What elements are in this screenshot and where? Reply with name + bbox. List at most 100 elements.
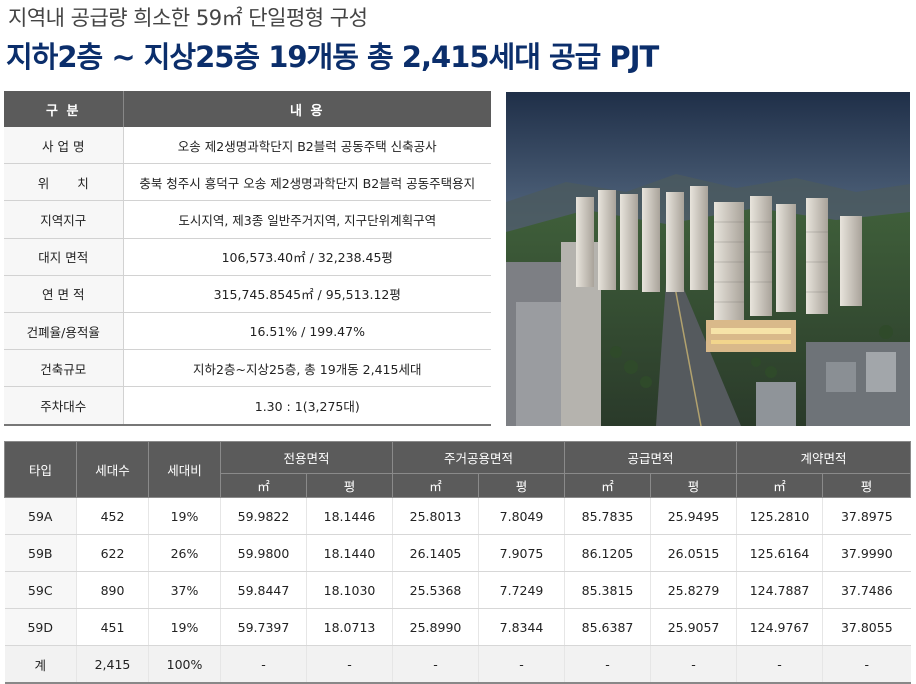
cell-supply-pyeong: 25.9495 (650, 497, 738, 535)
subtitle: 지역내 공급량 희소한 59㎡ 단일평형 구성 (8, 6, 368, 30)
subheader-pyeong: 평 (650, 473, 738, 498)
cell-ratio: 37% (148, 571, 221, 609)
cell-ratio: 26% (148, 534, 221, 572)
summary-value: 오송 제2생명과학단지 B2블럭 공동주택 신축공사 (123, 127, 491, 165)
table-row: 59B 622 26% 59.9800 18.1440 26.1405 7.9075 86.1… (4, 534, 911, 572)
cell-contract-pyeong: 37.8055 (822, 608, 911, 646)
cell-supply-pyeong: 26.0515 (650, 534, 738, 572)
cell-exclusive-pyeong: 18.0713 (306, 608, 394, 646)
summary-value: 315,745.8545㎡ / 95,513.12평 (123, 275, 491, 313)
summary-row: 사 업 명 오송 제2생명과학단지 B2블럭 공동주택 신축공사 (4, 127, 491, 165)
table-row: 59D 451 19% 59.7397 18.0713 25.8990 7.8344 85.6… (4, 608, 911, 646)
cell-ratio: 19% (148, 608, 221, 646)
cell-type: 59D (4, 608, 77, 646)
cell-units: 2,415 (76, 645, 149, 684)
cell-supply-pyeong: 25.8279 (650, 571, 738, 609)
summary-key: 건축규모 (4, 349, 124, 388)
cell-common-pyeong: 7.8049 (478, 497, 566, 535)
cell-common-pyeong: - (478, 645, 566, 684)
subheader-sqm: ㎡ (220, 473, 307, 498)
cell-units: 452 (76, 497, 149, 535)
cell-exclusive-sqm: 59.9800 (220, 534, 307, 572)
cell-exclusive-sqm: - (220, 645, 307, 684)
subheader-sqm: ㎡ (564, 473, 652, 498)
header-ratio: 세대비 (148, 441, 221, 498)
table-total-row: 계 2,415 100% - - - - - - - - (4, 645, 911, 684)
summary-key: 위 치 (4, 163, 124, 202)
table-row: 59A 452 19% 59.9822 18.1446 25.8013 7.8049 85.7… (4, 497, 911, 535)
cell-exclusive-sqm: 59.9822 (220, 497, 307, 535)
summary-value: 도시지역, 제3종 일반주거지역, 지구단위계획구역 (123, 200, 491, 239)
cell-supply-sqm: 85.7835 (564, 497, 652, 535)
cell-supply-sqm: 86.1205 (564, 534, 652, 572)
summary-value: 충북 청주시 흥덕구 오송 제2생명과학단지 B2블럭 공동주택용지 (123, 163, 491, 202)
summary-key: 사 업 명 (4, 127, 124, 165)
summary-header-row: 구 분 내 용 (4, 91, 491, 127)
cell-exclusive-pyeong: - (306, 645, 394, 684)
cell-supply-pyeong: 25.9057 (650, 608, 738, 646)
page-title: 지하2층 ~ 지상25층 19개동 총 2,415세대 공급 PJT (6, 40, 659, 74)
summary-row: 주차대수 1.30 : 1(3,275대) (4, 386, 491, 426)
cell-exclusive-pyeong: 18.1030 (306, 571, 394, 609)
subheader-pyeong: 평 (822, 473, 912, 498)
header-contract-area: 계약면적 (736, 441, 912, 474)
summary-value: 지하2층~지상25층, 총 19개동 2,415세대 (123, 349, 491, 388)
cell-contract-sqm: 124.9767 (736, 608, 824, 646)
header-type: 타입 (4, 441, 77, 498)
cell-common-sqm: 25.8990 (392, 608, 480, 646)
cell-common-sqm: 26.1405 (392, 534, 480, 572)
summary-row: 연 면 적 315,745.8545㎡ / 95,513.12평 (4, 275, 491, 313)
summary-header-category: 구 분 (4, 91, 124, 127)
cell-supply-sqm: - (564, 645, 652, 684)
cell-contract-sqm: 125.2810 (736, 497, 824, 535)
cell-ratio: 19% (148, 497, 221, 535)
cell-contract-pyeong: - (822, 645, 911, 684)
summary-value: 16.51% / 199.47% (123, 312, 491, 351)
header-supply-area: 공급면적 (564, 441, 738, 474)
subheader-sqm: ㎡ (392, 473, 480, 498)
cell-common-pyeong: 7.7249 (478, 571, 566, 609)
cell-common-pyeong: 7.8344 (478, 608, 566, 646)
cell-ratio: 100% (148, 645, 221, 684)
cell-exclusive-sqm: 59.8447 (220, 571, 307, 609)
area-header-row: 타입 세대수 세대비 전용면적 주거공용면적 공급면적 계약면적 (4, 441, 912, 498)
project-summary-table: 구 분 내 용 사 업 명 오송 제2생명과학단지 B2블럭 공동주택 신축공사… (4, 91, 491, 426)
table-row: 59C 890 37% 59.8447 18.1030 25.5368 7.7249 85.3… (4, 571, 911, 609)
cell-contract-sqm: - (736, 645, 824, 684)
cell-contract-sqm: 124.7887 (736, 571, 824, 609)
header-common-area: 주거공용면적 (392, 441, 566, 474)
cell-type: 59B (4, 534, 77, 572)
summary-key: 주차대수 (4, 386, 124, 426)
summary-row: 대지 면적 106,573.40㎡ / 32,238.45평 (4, 238, 491, 276)
cell-type: 계 (4, 645, 77, 684)
summary-row: 위 치 충북 청주시 흥덕구 오송 제2생명과학단지 B2블럭 공동주택용지 (4, 163, 491, 202)
cell-supply-pyeong: - (650, 645, 738, 684)
cell-common-pyeong: 7.9075 (478, 534, 566, 572)
cell-exclusive-pyeong: 18.1440 (306, 534, 394, 572)
header-units: 세대수 (76, 441, 149, 498)
area-subheader-row: ㎡ 평 ㎡ 평 ㎡ 평 ㎡ 평 (5, 473, 912, 498)
cell-contract-pyeong: 37.8975 (822, 497, 911, 535)
cell-common-sqm: 25.5368 (392, 571, 480, 609)
summary-row: 건축규모 지하2층~지상25층, 총 19개동 2,415세대 (4, 349, 491, 388)
summary-value: 106,573.40㎡ / 32,238.45평 (123, 238, 491, 276)
summary-key: 대지 면적 (4, 238, 124, 276)
summary-header-content: 내 용 (123, 91, 491, 127)
cell-units: 451 (76, 608, 149, 646)
subheader-pyeong: 평 (305, 473, 394, 498)
apartment-rendering-illustration (506, 92, 910, 426)
cell-units: 622 (76, 534, 149, 572)
cell-common-sqm: 25.8013 (392, 497, 480, 535)
cell-contract-pyeong: 37.7486 (822, 571, 911, 609)
header-exclusive-area: 전용면적 (219, 441, 394, 474)
unit-area-table: 타입 세대수 세대비 전용면적 주거공용면적 공급면적 계약면적 ㎡ 평 ㎡ 평… (4, 441, 912, 684)
cell-units: 890 (76, 571, 149, 609)
subheader-pyeong: 평 (478, 473, 566, 498)
cell-exclusive-pyeong: 18.1446 (306, 497, 394, 535)
summary-key: 지역지구 (4, 200, 124, 239)
summary-key: 건폐율/용적율 (4, 312, 124, 351)
cell-exclusive-sqm: 59.7397 (220, 608, 307, 646)
cell-supply-sqm: 85.3815 (564, 571, 652, 609)
summary-row: 지역지구 도시지역, 제3종 일반주거지역, 지구단위계획구역 (4, 200, 491, 239)
cell-common-sqm: - (392, 645, 480, 684)
